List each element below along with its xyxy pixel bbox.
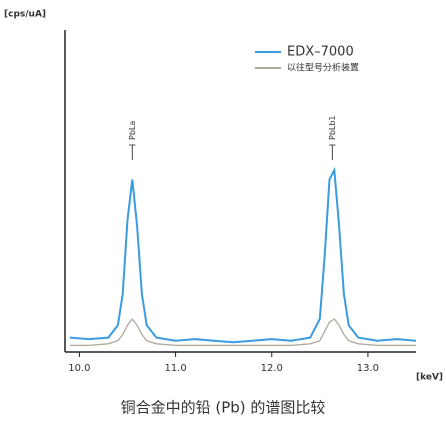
annotation: PbLb1 — [328, 115, 337, 140]
y-unit: [cps/uA] — [4, 10, 46, 20]
series-line — [69, 166, 417, 344]
series-line — [69, 317, 416, 347]
x-tick-label: 10.0 — [68, 363, 90, 374]
annotation: PbLa — [128, 121, 137, 140]
x-tick-label: 11.0 — [164, 363, 186, 374]
x-tick-label: 13.0 — [357, 363, 379, 374]
x-tick-label: 12.0 — [261, 363, 283, 374]
caption: 铜合金中的铅 (Pb) 的谱图比较 — [121, 399, 326, 417]
legend-label: 以往型号分析装置 — [287, 62, 359, 74]
legend-label: EDX–7000 — [287, 45, 354, 60]
x-unit: [keV] — [416, 373, 443, 383]
